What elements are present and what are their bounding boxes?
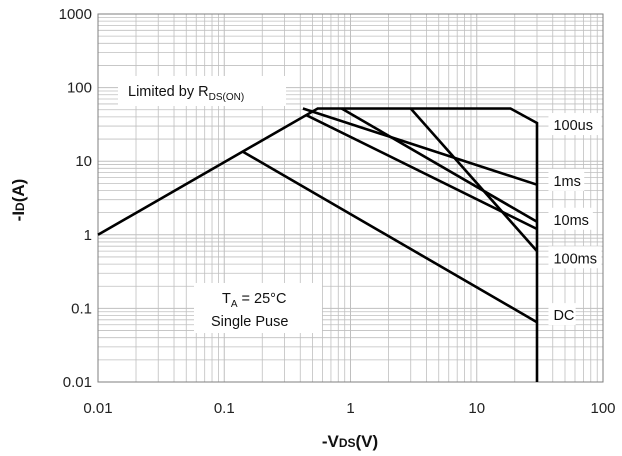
x-tick-label: 0.01: [83, 400, 112, 417]
series-label-box: [548, 113, 602, 136]
series-label-box: [548, 168, 585, 191]
x-tick-label: 100: [590, 400, 615, 417]
series-label: 1ms: [553, 174, 580, 190]
series-label-box: [548, 246, 602, 269]
series-line-dc: [242, 150, 538, 324]
x-tick-label: 1: [346, 400, 354, 417]
limited-label-box: [118, 76, 286, 106]
series-line-1ms: [302, 107, 538, 186]
x-axis-title: -VDS(V): [322, 432, 378, 451]
y-tick-label: 100: [67, 80, 92, 97]
series-label-box: [548, 303, 576, 326]
x-tick-label: 10: [468, 400, 485, 417]
series-line-unlabeled: [306, 114, 538, 231]
series-line-100us: [97, 107, 539, 382]
series-label: 10ms: [553, 213, 588, 229]
ta-label: TA = 25°C: [222, 291, 286, 310]
tick-labels: 0.01 0.1 1 10 100 0.01 0.1 1 10 100 1000: [59, 6, 616, 417]
x-tick-label: 0.1: [214, 400, 235, 417]
y-tick-label: 0.01: [63, 374, 92, 391]
condition-label-box: [194, 283, 322, 333]
series-label-box: [548, 207, 593, 230]
y-tick-label: 10: [75, 153, 92, 170]
series-line-10ms: [340, 107, 538, 223]
pulse-label: Single Puse: [211, 314, 288, 330]
series-line-100ms: [409, 107, 538, 252]
series-label: 100us: [553, 118, 593, 134]
series-labels: 100us 1ms 10ms 100ms DC: [548, 113, 602, 326]
y-tick-label: 1: [84, 227, 92, 244]
limited-label: Limited by RDS(ON): [128, 84, 244, 103]
series-label: 100ms: [553, 251, 597, 267]
y-tick-label: 0.1: [71, 300, 92, 317]
plot-frame: [97, 13, 604, 383]
grid: [97, 14, 603, 383]
series-label: DC: [553, 308, 574, 324]
plot-border: [97, 13, 604, 383]
y-tick-label: 1000: [59, 6, 92, 23]
soa-curves: [97, 107, 539, 382]
y-axis-title: -ID(A): [9, 179, 28, 222]
